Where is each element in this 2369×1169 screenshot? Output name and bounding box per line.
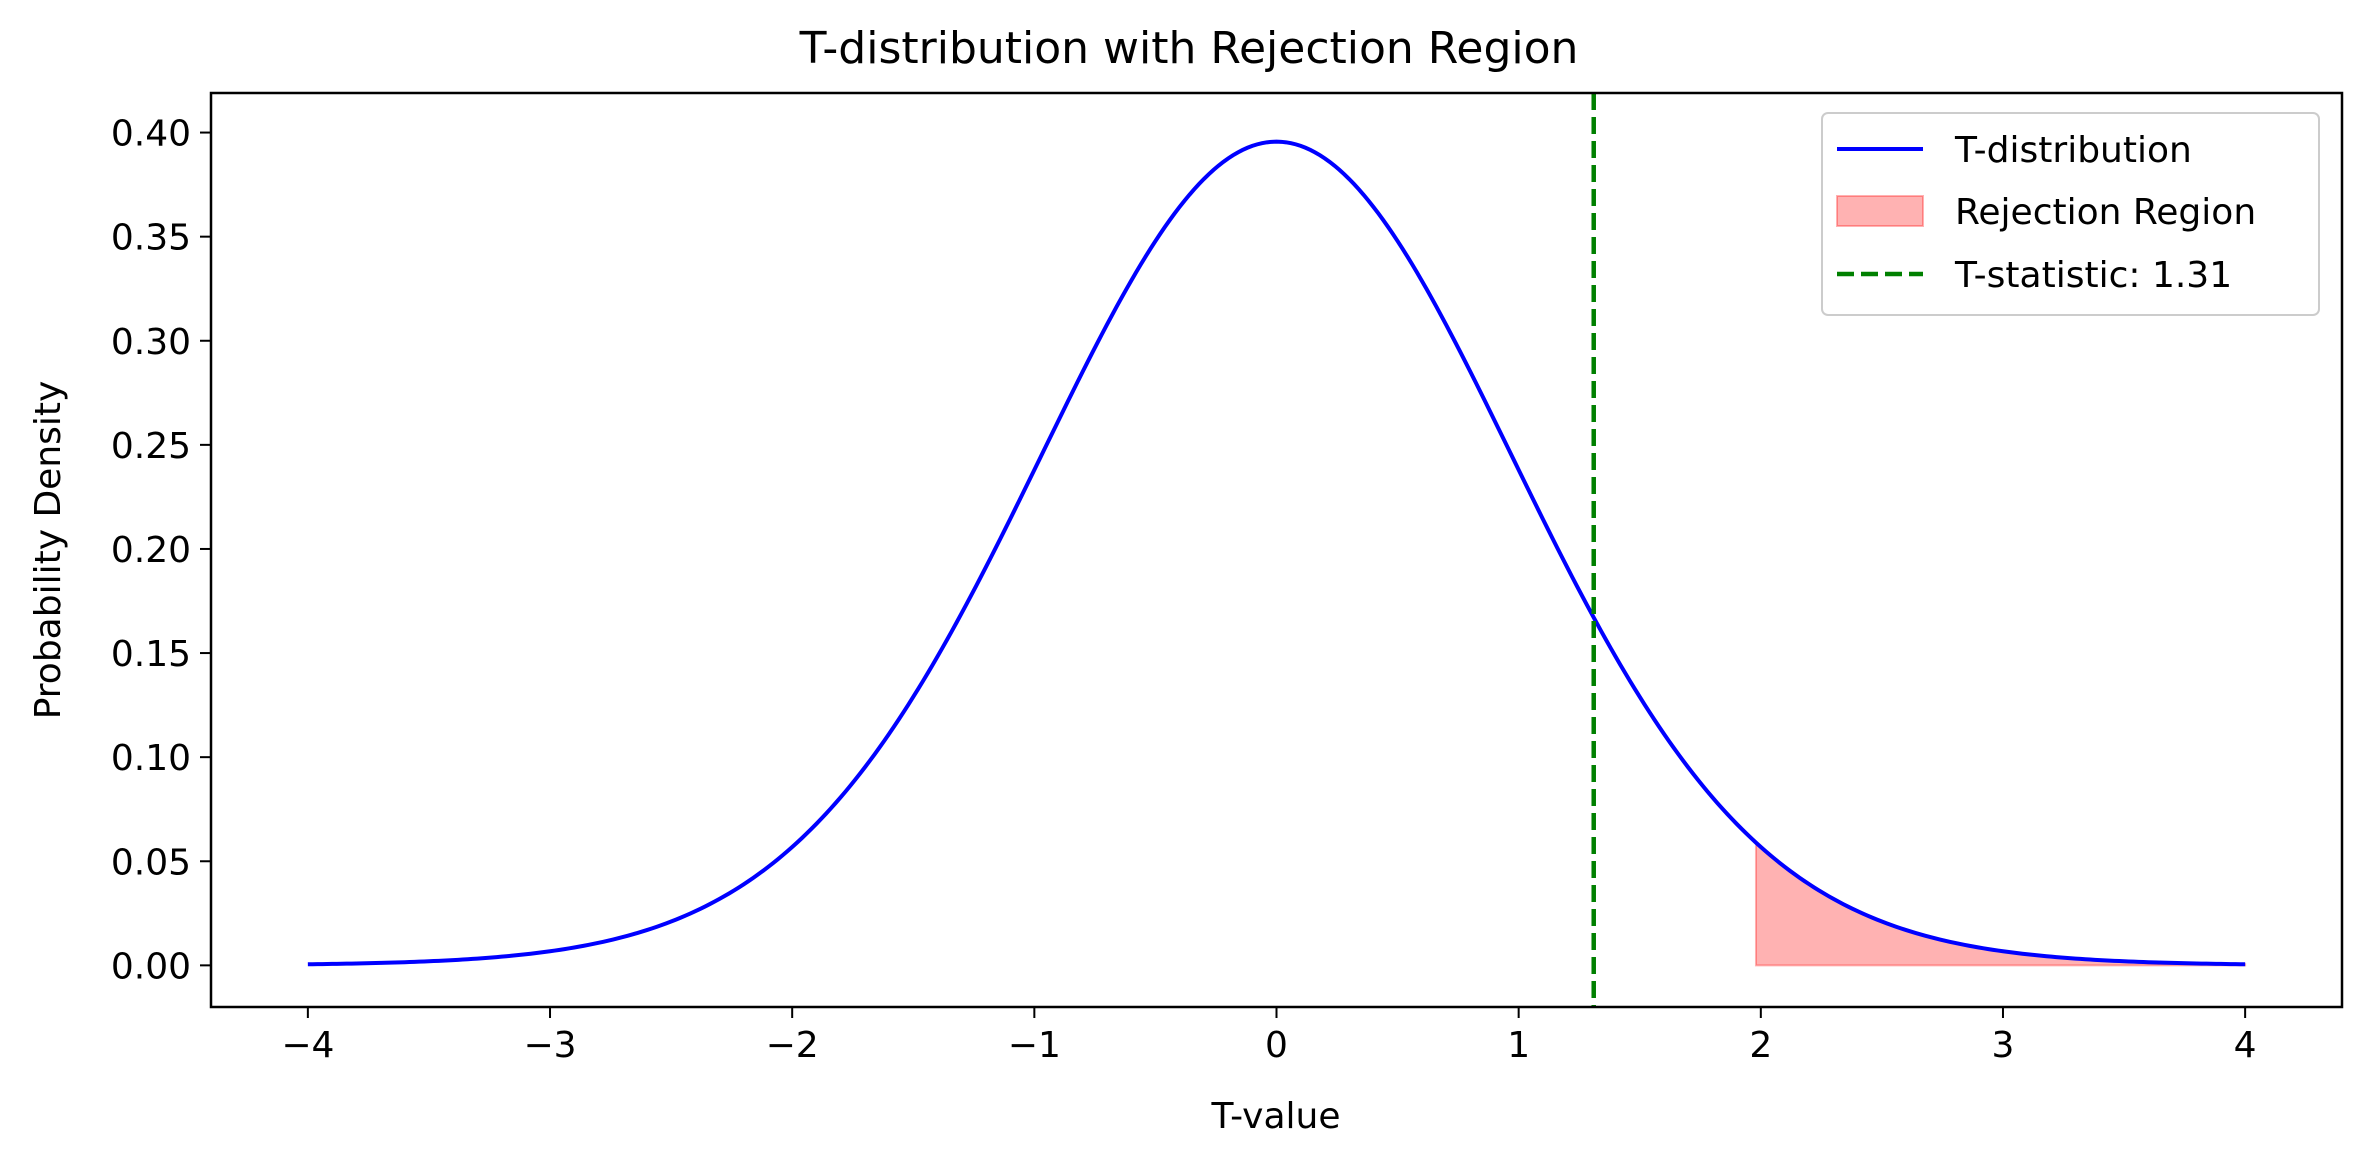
- legend-label-t-statistic: T-statistic: 1.31: [1954, 255, 2232, 296]
- legend-label-rejection-region: Rejection Region: [1955, 192, 2256, 233]
- y-tick-label: 0.00: [111, 946, 191, 987]
- x-tick-label: −3: [523, 1025, 576, 1066]
- legend-box: [1821, 112, 2320, 316]
- legend-label-t-distribution: T-distribution: [1954, 130, 2192, 171]
- y-axis-label: Probability Density: [28, 381, 69, 720]
- y-tick-label: 0.10: [111, 738, 191, 779]
- y-tick-label: 0.35: [111, 218, 191, 259]
- y-tick-label: 0.05: [111, 842, 191, 883]
- y-tick-label: 0.25: [111, 426, 191, 467]
- y-tick-label: 0.30: [111, 322, 191, 363]
- x-tick-label: −4: [281, 1025, 334, 1066]
- x-tick-label: 4: [2234, 1025, 2257, 1066]
- x-axis-ticks: −4 −3 −2 −1 0 1 2 3 4: [281, 1007, 2257, 1066]
- x-tick-label: −1: [1008, 1025, 1061, 1066]
- x-tick-label: 1: [1507, 1025, 1530, 1066]
- t-distribution-curve: [307, 139, 2246, 967]
- legend-rejection-swatch: [1836, 195, 1924, 227]
- x-tick-label: 3: [1992, 1025, 2015, 1066]
- y-axis-ticks: 0.00 0.05 0.10 0.15 0.20 0.25 0.30 0.35 0.40: [111, 114, 211, 987]
- chart-title: T-distribution with Rejection Region: [799, 23, 1579, 74]
- plot-area: [307, 93, 2247, 1007]
- y-tick-label: 0.15: [111, 634, 191, 675]
- x-tick-label: −2: [766, 1025, 819, 1066]
- y-tick-label: 0.40: [111, 114, 191, 155]
- y-tick-label: 0.20: [111, 530, 191, 571]
- legend: T-distribution Rejection Region T-statis…: [1821, 112, 2320, 316]
- rejection-region-area: [1754, 840, 2247, 967]
- x-axis-label: T-value: [1210, 1096, 1340, 1137]
- x-tick-label: 0: [1265, 1025, 1288, 1066]
- x-tick-label: 2: [1749, 1025, 1772, 1066]
